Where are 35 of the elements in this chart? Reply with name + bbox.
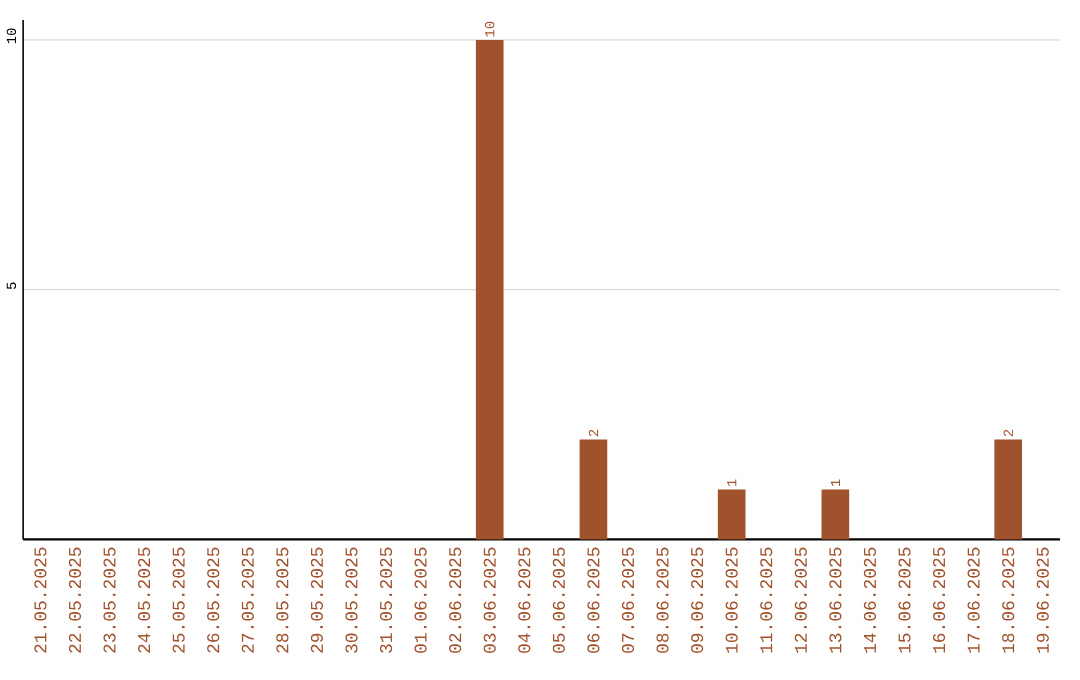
x-tick-label: 21.05.2025	[34, 547, 47, 654]
x-tick-label: 18.06.2025	[1002, 547, 1015, 654]
x-tick-label: 22.05.2025	[68, 547, 82, 654]
x-tick-label: 26.05.2025	[207, 547, 220, 654]
x-tick-label: 17.06.2025	[967, 547, 980, 654]
x-tick-label: 25.05.2025	[172, 547, 185, 654]
bar	[994, 439, 1023, 540]
x-tick-label: 19.06.2025	[1036, 547, 1049, 654]
x-tick-label: 27.05.2025	[241, 547, 254, 654]
x-tick-label: 10.06.2025	[725, 547, 738, 654]
x-tick-label: 01.06.2025	[414, 547, 427, 654]
x-tick-label: 12.06.2025	[794, 547, 807, 654]
bar	[475, 40, 504, 540]
x-tick-label: 16.06.2025	[932, 547, 946, 654]
x-tick-label: 14.06.2025	[863, 547, 877, 654]
bar	[717, 489, 746, 540]
x-tick-label: 05.06.2025	[552, 547, 565, 654]
x-tick-label: 08.06.2025	[656, 547, 669, 654]
x-tick-label: 11.06.2025	[760, 547, 773, 654]
x-tick-label: 31.05.2025	[379, 547, 393, 654]
x-tick-label: 07.06.2025	[621, 547, 635, 654]
bar	[821, 489, 850, 540]
x-tick-label: 28.05.2025	[276, 547, 289, 654]
x-tick-label: 02.06.2025	[449, 547, 462, 654]
x-tick-label: 15.06.2025	[898, 547, 911, 654]
bar	[579, 439, 608, 540]
x-tick-label: 03.06.2025	[483, 547, 496, 654]
x-tick-label: 29.05.2025	[310, 547, 324, 654]
x-tick-label: 09.06.2025	[691, 547, 704, 654]
x-tick-label: 23.05.2025	[103, 547, 116, 654]
x-tick-label: 06.06.2025	[587, 547, 600, 654]
x-tick-label: 13.06.2025	[829, 547, 842, 654]
x-tick-label: 30.05.2025	[345, 547, 358, 654]
x-tick-label: 24.05.2025	[138, 547, 151, 654]
x-tick-label: 04.06.2025	[518, 547, 531, 654]
